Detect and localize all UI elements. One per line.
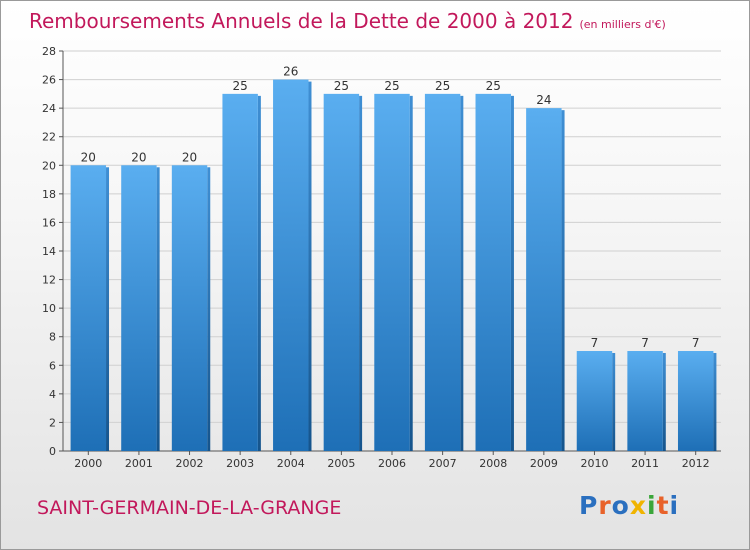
commune-name: SAINT-GERMAIN-DE-LA-GRANGE (37, 497, 342, 519)
y-tick-label: 14 (42, 245, 56, 258)
x-tick-label: 2001 (125, 457, 153, 470)
bar (323, 93, 360, 451)
data-label: 25 (334, 79, 349, 93)
brand-letter: x (629, 491, 647, 520)
data-label: 20 (182, 150, 197, 164)
y-tick-label: 4 (49, 388, 56, 401)
brand-letter: o (611, 491, 630, 520)
chart-title-text: Remboursements Annuels de la Dette de 20… (29, 9, 574, 33)
data-label: 25 (233, 79, 248, 93)
y-tick-label: 0 (49, 445, 56, 458)
brand-letter: i (647, 491, 657, 520)
bar-shadow (106, 167, 110, 452)
y-tick-label: 6 (49, 359, 56, 372)
bar-shadow (510, 95, 514, 451)
y-tick-label: 16 (42, 216, 56, 229)
chart-unit: (en milliers d'€) (579, 18, 666, 31)
brand-letter: r (598, 491, 612, 520)
bar (576, 351, 613, 451)
x-tick-label: 2008 (479, 457, 507, 470)
y-tick-label: 10 (42, 302, 56, 315)
chart-title: Remboursements Annuels de la Dette de 20… (29, 9, 666, 33)
bar-shadow (612, 353, 616, 451)
data-label: 25 (435, 79, 450, 93)
x-tick-label: 2011 (631, 457, 659, 470)
x-tick-label: 2007 (429, 457, 457, 470)
y-tick-label: 22 (42, 131, 56, 144)
bar-shadow (156, 167, 160, 452)
bar-shadow (359, 95, 363, 451)
bar (374, 93, 410, 451)
bar-shadow (207, 167, 211, 452)
y-tick-label: 2 (49, 416, 56, 429)
brand-letter: t (656, 491, 670, 520)
bar (677, 351, 714, 451)
x-tick-label: 2012 (682, 457, 710, 470)
x-tick-label: 2006 (378, 457, 406, 470)
y-tick-label: 28 (42, 45, 56, 58)
bar (627, 351, 663, 451)
labels: 0246810121416182022242628202000202001202… (42, 45, 710, 470)
y-tick-label: 24 (42, 102, 56, 115)
bar-shadow (257, 95, 261, 451)
bars (70, 79, 717, 452)
x-tick-label: 2009 (530, 457, 558, 470)
x-tick-label: 2003 (226, 457, 254, 470)
data-label: 24 (536, 93, 551, 107)
bar-shadow (409, 95, 413, 451)
bar-shadow (308, 81, 312, 452)
y-tick-label: 8 (49, 331, 56, 344)
bar (273, 79, 309, 452)
x-tick-label: 2005 (327, 457, 355, 470)
y-tick-label: 12 (42, 274, 56, 287)
bar (424, 93, 461, 451)
bar (222, 93, 258, 451)
data-label: 25 (486, 79, 501, 93)
bar (70, 165, 107, 452)
x-tick-label: 2002 (176, 457, 204, 470)
bar (171, 165, 208, 452)
bar (121, 165, 157, 452)
data-label: 7 (591, 336, 599, 350)
x-tick-label: 2000 (74, 457, 102, 470)
y-tick-label: 18 (42, 188, 56, 201)
bar (526, 108, 562, 452)
data-label: 26 (283, 65, 298, 79)
bar-shadow (713, 353, 717, 451)
bar-shadow (561, 110, 565, 452)
brand-letter: P (579, 491, 599, 520)
data-label: 20 (131, 150, 146, 164)
data-label: 7 (641, 336, 649, 350)
bar-shadow (662, 353, 666, 451)
x-tick-label: 2010 (580, 457, 608, 470)
y-tick-label: 26 (42, 74, 56, 87)
data-label: 7 (692, 336, 700, 350)
x-tick-label: 2004 (277, 457, 305, 470)
y-tick-label: 20 (42, 159, 56, 172)
brand-letter: i (669, 491, 680, 520)
data-label: 25 (384, 79, 399, 93)
bar (475, 93, 511, 451)
brand-logo: Proxiti (579, 491, 679, 520)
data-label: 20 (81, 150, 96, 164)
bar-shadow (460, 95, 464, 451)
